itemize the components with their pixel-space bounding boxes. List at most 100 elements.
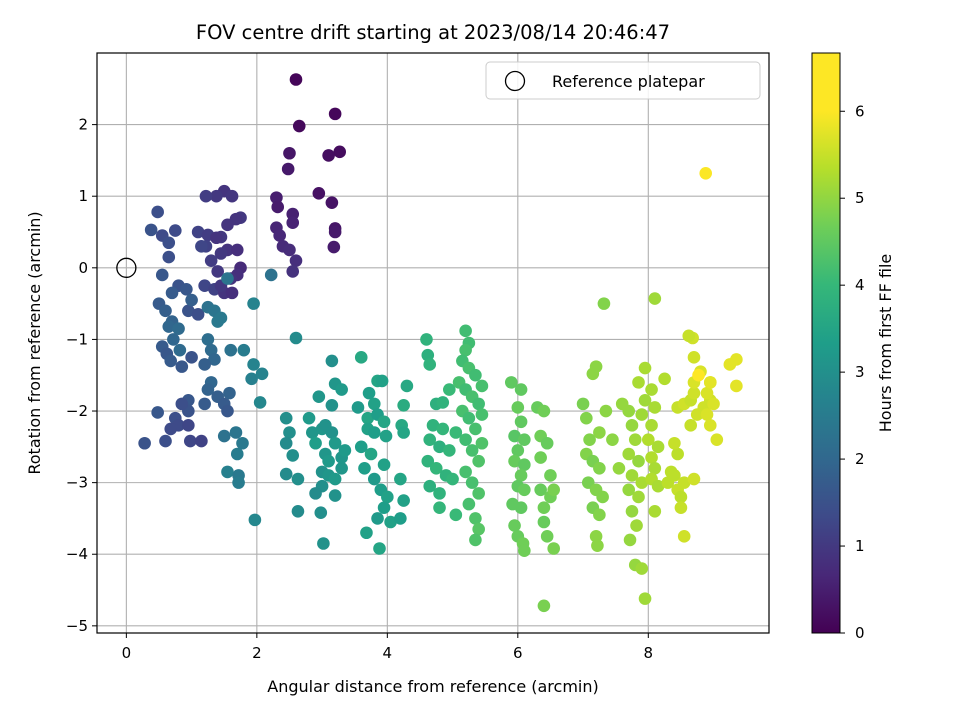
data-point xyxy=(534,451,547,464)
data-point xyxy=(230,243,244,257)
y-tick-label: −4 xyxy=(66,545,88,563)
data-point xyxy=(443,444,456,457)
data-point xyxy=(173,343,187,357)
data-point xyxy=(423,358,437,371)
data-point xyxy=(674,501,688,514)
colorbar-tick-label: 0 xyxy=(855,624,865,642)
data-point xyxy=(632,376,645,389)
data-point xyxy=(475,436,489,450)
data-point xyxy=(645,383,658,396)
data-point xyxy=(707,397,720,411)
data-point xyxy=(325,354,339,368)
data-point xyxy=(151,406,164,419)
data-point xyxy=(221,272,234,285)
data-point xyxy=(283,426,296,439)
data-point xyxy=(518,433,531,446)
y-tick-label: 2 xyxy=(78,116,88,134)
data-point xyxy=(537,599,551,613)
data-point xyxy=(703,419,717,432)
data-point xyxy=(674,490,688,504)
data-point xyxy=(703,376,717,389)
y-tick-label: −2 xyxy=(66,402,88,420)
data-point xyxy=(291,472,305,486)
chart-title: FOV centre drift starting at 2023/08/14 … xyxy=(196,21,670,44)
data-point xyxy=(421,454,435,468)
legend: Reference platepar xyxy=(485,61,761,100)
data-point xyxy=(210,231,223,245)
colorbar-tick-label: 2 xyxy=(855,450,865,468)
data-point xyxy=(273,229,286,242)
data-point xyxy=(547,542,560,555)
data-point xyxy=(364,447,378,461)
data-point xyxy=(377,458,391,472)
data-point xyxy=(379,429,393,443)
data-point xyxy=(537,501,551,514)
data-point xyxy=(682,329,696,343)
data-point xyxy=(183,434,197,448)
data-point xyxy=(589,360,603,373)
data-point xyxy=(465,476,479,489)
data-point xyxy=(593,508,606,522)
data-point xyxy=(651,479,665,493)
y-axis: −5 −4 −3 −2 −1 0 1 2 xyxy=(66,116,97,635)
data-point xyxy=(155,268,169,282)
data-point xyxy=(255,367,269,381)
data-point xyxy=(462,411,476,425)
y-tick-label: −5 xyxy=(66,617,88,635)
data-point xyxy=(622,404,636,418)
data-point xyxy=(625,504,639,518)
data-point xyxy=(628,433,642,446)
data-point xyxy=(362,386,376,400)
data-point xyxy=(302,411,316,425)
data-point xyxy=(325,398,339,412)
data-point xyxy=(514,469,528,482)
data-point xyxy=(622,447,636,461)
data-point xyxy=(377,501,391,514)
data-point xyxy=(291,504,305,518)
data-point xyxy=(328,472,342,486)
data-point xyxy=(472,487,485,500)
data-point xyxy=(232,476,245,489)
data-point xyxy=(185,293,198,307)
y-tick-label: 1 xyxy=(78,187,88,205)
data-point xyxy=(668,469,681,482)
data-point xyxy=(475,379,489,393)
colorbar-tick-label: 6 xyxy=(855,102,865,120)
data-point xyxy=(195,240,208,253)
data-point xyxy=(469,422,482,436)
data-point xyxy=(508,429,521,443)
data-point xyxy=(394,472,407,486)
data-point xyxy=(518,544,531,557)
data-point xyxy=(248,513,262,527)
data-point xyxy=(225,189,239,203)
gridlines xyxy=(97,53,769,633)
data-point xyxy=(191,225,205,239)
colorbar-tick-label: 3 xyxy=(855,363,865,381)
data-point xyxy=(687,351,701,364)
data-point xyxy=(540,530,554,543)
data-point xyxy=(247,297,260,310)
data-point xyxy=(164,354,178,368)
data-point xyxy=(306,426,319,439)
data-point xyxy=(589,530,603,543)
data-point xyxy=(433,487,446,500)
data-point xyxy=(449,426,463,439)
data-point xyxy=(436,422,450,436)
data-point xyxy=(225,286,239,300)
data-point xyxy=(253,396,267,409)
data-point xyxy=(648,462,662,475)
data-point xyxy=(247,358,260,371)
data-point xyxy=(354,440,368,454)
data-point xyxy=(322,454,335,468)
data-point xyxy=(286,265,300,278)
data-point xyxy=(377,415,391,429)
data-point xyxy=(597,297,611,310)
data-point xyxy=(583,433,596,446)
data-point xyxy=(335,383,348,396)
data-points xyxy=(138,73,743,613)
data-point xyxy=(469,368,482,382)
data-point xyxy=(223,386,236,400)
data-point xyxy=(172,322,185,335)
data-point xyxy=(699,166,713,180)
data-point xyxy=(286,449,300,462)
